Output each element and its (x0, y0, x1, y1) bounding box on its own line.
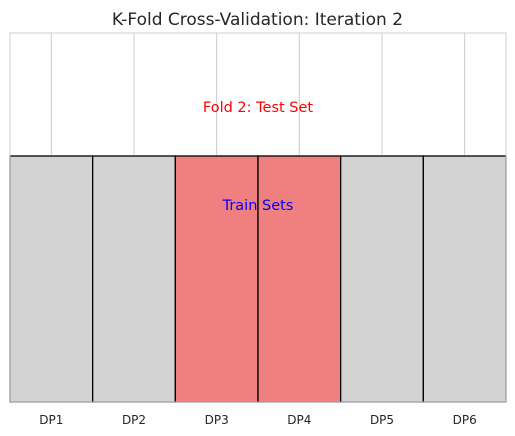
x-tick-label: DP6 (453, 413, 477, 427)
x-tick-label: DP5 (370, 413, 394, 427)
bar-dp4 (257, 155, 342, 403)
x-tick-label: DP3 (205, 413, 229, 427)
x-tick-labels: DP1 DP2 DP3 DP4 DP5 DP6 (39, 413, 476, 427)
x-tick-label: DP2 (122, 413, 146, 427)
bar-dp1 (9, 155, 94, 403)
bars-layer (9, 155, 507, 403)
x-tick-label: DP4 (287, 413, 311, 427)
annotations: Fold 2: Test Set Train Sets (203, 100, 314, 214)
bar-dp6 (422, 155, 507, 403)
annotation-label: Fold 2: Test Set (203, 100, 314, 116)
bar-dp5 (340, 155, 424, 403)
chart-title: K-Fold Cross-Validation: Iteration 2 (112, 10, 403, 30)
annotation-label: Train Sets (222, 198, 294, 214)
bar-dp2 (92, 155, 176, 403)
plot-frame (9, 32, 507, 403)
bar-dp3 (174, 155, 259, 403)
x-tick-label: DP1 (39, 413, 63, 427)
